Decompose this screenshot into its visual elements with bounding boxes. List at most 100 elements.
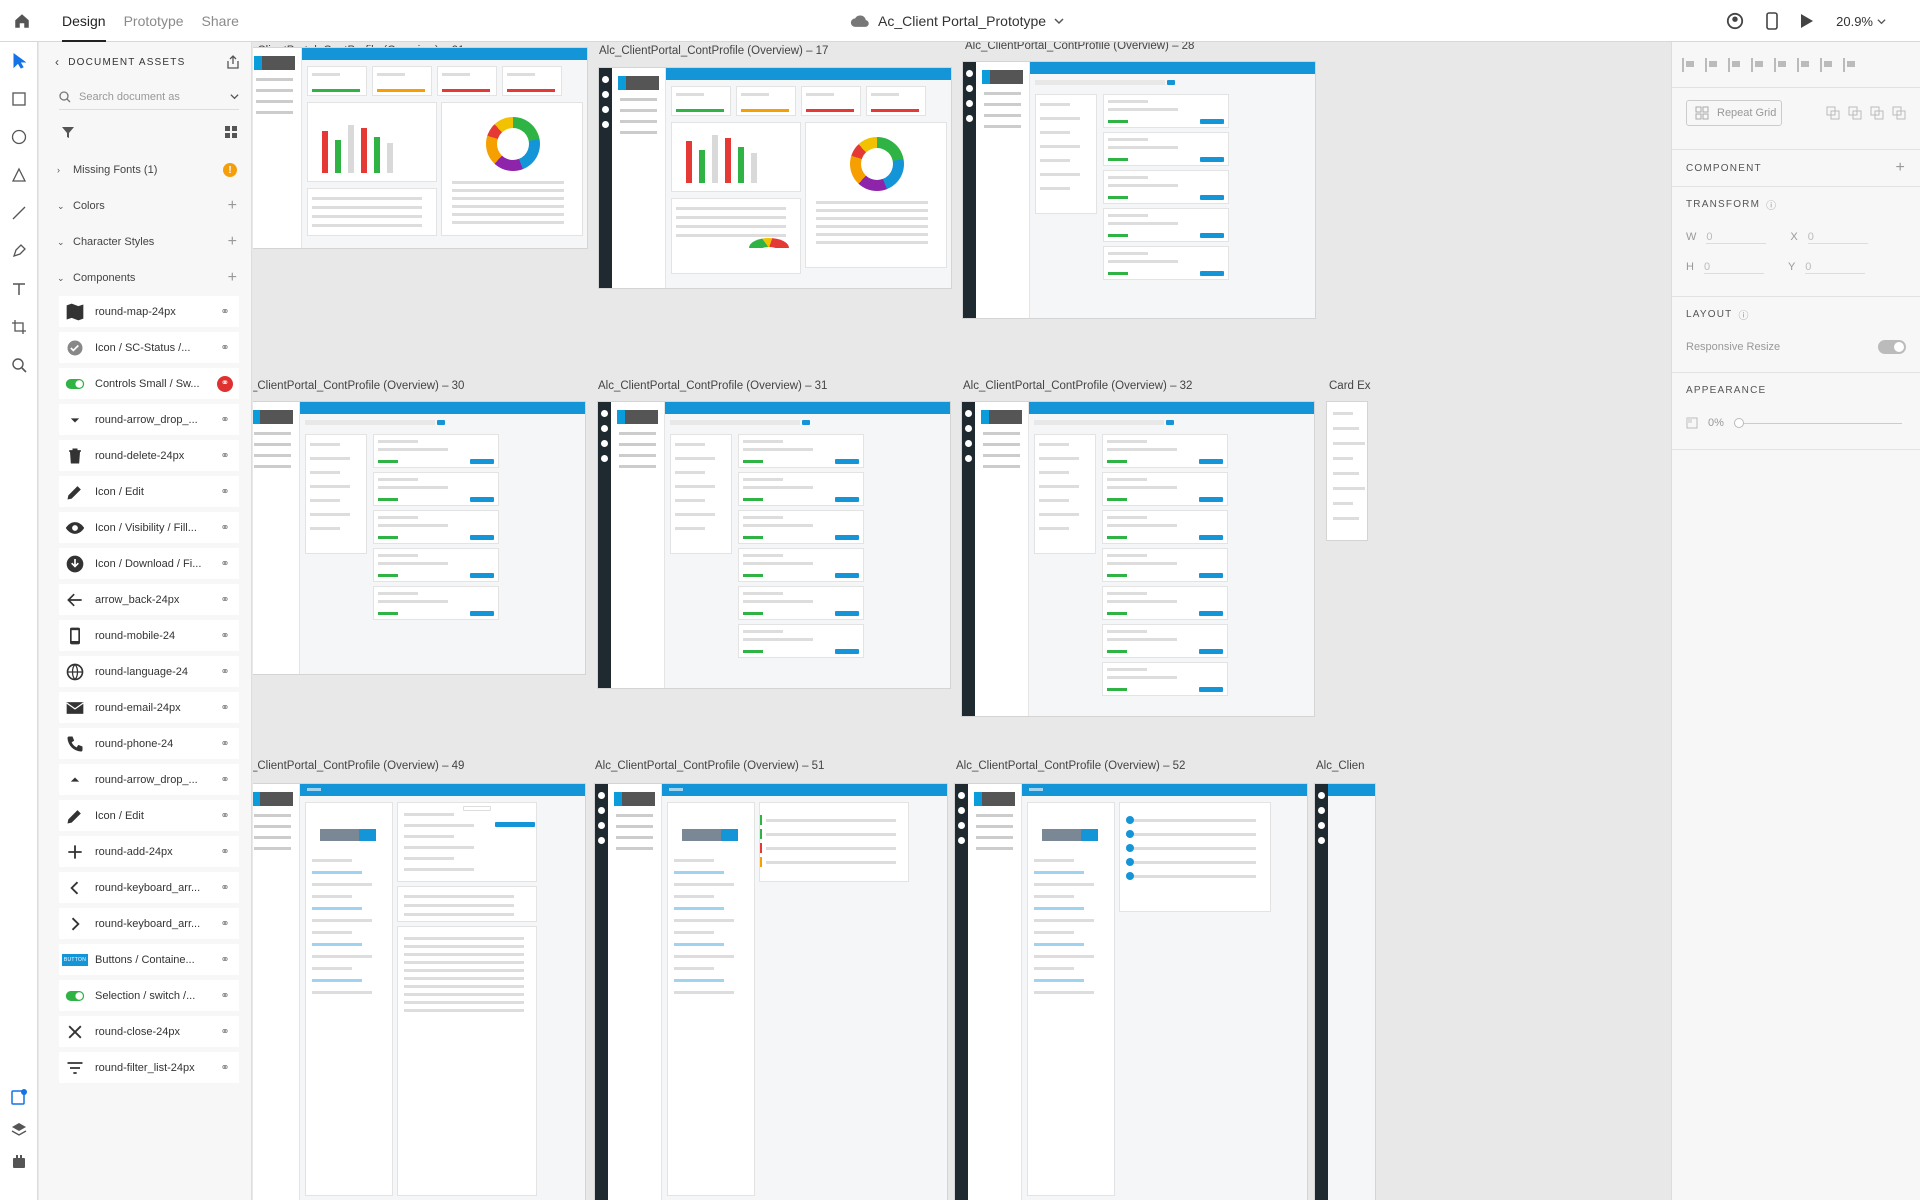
distribute-horizontal-icon[interactable] bbox=[1843, 57, 1857, 72]
add-component-icon[interactable]: + bbox=[227, 269, 237, 286]
add-character-style-icon[interactable]: + bbox=[227, 233, 237, 250]
ellipse-tool[interactable] bbox=[0, 118, 38, 156]
layers-panel-toggle[interactable] bbox=[0, 1110, 38, 1148]
link-icon[interactable]: ⚭ bbox=[220, 486, 230, 498]
link-icon[interactable]: ⚭ bbox=[220, 1062, 230, 1074]
artboard-label[interactable]: Alc_ClientPortal_ContProfile (Overview) … bbox=[965, 42, 1195, 52]
share-icon[interactable] bbox=[225, 54, 241, 70]
user-account-icon[interactable] bbox=[1726, 12, 1744, 30]
artboard[interactable] bbox=[963, 62, 1315, 318]
home-button[interactable] bbox=[0, 0, 44, 42]
line-tool[interactable] bbox=[0, 194, 38, 232]
component-item[interactable]: Selection / switch /... ⚭ bbox=[59, 980, 239, 1016]
link-icon[interactable]: ⚭ bbox=[220, 918, 230, 930]
artboard[interactable] bbox=[599, 68, 951, 288]
artboard-label[interactable]: Alc_ClientPortal_ContProfile (Overview) … bbox=[599, 45, 829, 57]
link-icon[interactable]: ⚭ bbox=[220, 882, 230, 894]
responsive-resize-toggle[interactable] bbox=[1878, 340, 1906, 354]
component-item[interactable]: round-email-24px ⚭ bbox=[59, 692, 239, 728]
link-icon[interactable]: ⚭ bbox=[220, 594, 230, 606]
artboard[interactable] bbox=[962, 402, 1314, 716]
plugins-panel-toggle[interactable] bbox=[0, 1142, 38, 1180]
component-item[interactable]: round-filter_list-24px ⚭ bbox=[59, 1052, 239, 1088]
artboard[interactable] bbox=[253, 784, 585, 1200]
device-preview-icon[interactable] bbox=[1766, 12, 1778, 30]
link-icon[interactable]: ⚭ bbox=[220, 846, 230, 858]
repeat-grid-button[interactable]: Repeat Grid bbox=[1686, 100, 1782, 126]
align-left-icon[interactable] bbox=[1774, 57, 1788, 72]
text-tool[interactable] bbox=[0, 270, 38, 308]
link-icon[interactable]: ⚭ bbox=[220, 342, 230, 354]
component-item[interactable]: round-add-24px ⚭ bbox=[59, 836, 239, 872]
artboard[interactable] bbox=[1315, 784, 1375, 1200]
component-item[interactable]: round-phone-24 ⚭ bbox=[59, 728, 239, 764]
tab-design[interactable]: Design bbox=[62, 0, 106, 42]
x-input[interactable]: 0 bbox=[1807, 231, 1868, 244]
component-item[interactable]: Icon / Edit ⚭ bbox=[59, 800, 239, 836]
link-icon[interactable]: ⚭ bbox=[220, 306, 230, 318]
component-item[interactable]: Icon / Edit ⚭ bbox=[59, 476, 239, 512]
link-icon[interactable]: ⚭ bbox=[220, 1026, 230, 1038]
link-icon[interactable]: ⚭ bbox=[220, 702, 230, 714]
link-icon[interactable]: ⚭ bbox=[220, 774, 230, 786]
artboard-label[interactable]: Alc_ClientPortal_ContProfile (Overview) … bbox=[598, 380, 828, 392]
align-middle-icon[interactable] bbox=[1705, 57, 1719, 72]
tab-share[interactable]: Share bbox=[201, 12, 239, 29]
add-component-icon[interactable]: + bbox=[1895, 159, 1906, 176]
boolean-subtract-icon[interactable] bbox=[1848, 106, 1862, 120]
boolean-exclude-icon[interactable] bbox=[1892, 106, 1906, 120]
artboard[interactable] bbox=[955, 784, 1307, 1200]
component-item[interactable]: round-arrow_drop_... ⚭ bbox=[59, 404, 239, 440]
distribute-vertical-icon[interactable] bbox=[1751, 57, 1765, 72]
component-item[interactable]: round-language-24 ⚭ bbox=[59, 656, 239, 692]
pen-tool[interactable] bbox=[0, 232, 38, 270]
link-icon[interactable]: ⚭ bbox=[220, 990, 230, 1002]
artboard-label[interactable]: Alc_ClientPortal_ContProfile (Overview) … bbox=[253, 380, 465, 392]
artboard-label[interactable]: Card Ex bbox=[1329, 380, 1371, 392]
boolean-add-icon[interactable] bbox=[1826, 106, 1840, 120]
link-icon[interactable]: ⚭ bbox=[220, 954, 230, 966]
link-icon[interactable]: ⚭ bbox=[220, 630, 230, 642]
character-styles-section[interactable]: ⌄ Character Styles + bbox=[39, 224, 251, 260]
component-item[interactable]: Icon / SC-Status /... ⚭ bbox=[59, 332, 239, 368]
component-item[interactable]: Controls Small / Sw... ⚭ bbox=[59, 368, 239, 404]
component-item[interactable]: round-map-24px ⚭ bbox=[59, 296, 239, 332]
y-input[interactable]: 0 bbox=[1805, 261, 1866, 274]
link-icon[interactable]: ⚭ bbox=[220, 450, 230, 462]
search-assets[interactable]: Search document as bbox=[59, 84, 239, 110]
component-item[interactable]: round-close-24px ⚭ bbox=[59, 1016, 239, 1052]
width-input[interactable]: 0 bbox=[1706, 231, 1767, 244]
component-item[interactable]: round-keyboard_arr... ⚭ bbox=[59, 908, 239, 944]
grid-view-icon[interactable] bbox=[225, 126, 237, 138]
opacity-slider[interactable] bbox=[1733, 417, 1902, 428]
artboard-label[interactable]: Alc_ClientPortal_ContProfile (Overview) … bbox=[956, 760, 1186, 772]
design-canvas[interactable]: Alc_ClientPortal_ContProfile (Overview) … bbox=[253, 42, 1670, 1200]
artboard[interactable] bbox=[595, 784, 947, 1200]
components-section[interactable]: ⌄ Components + bbox=[39, 260, 251, 296]
height-input[interactable]: 0 bbox=[1703, 261, 1764, 274]
artboard[interactable] bbox=[253, 402, 585, 674]
chevron-left-icon[interactable]: ‹ bbox=[55, 55, 61, 69]
opacity-value[interactable]: 0% bbox=[1708, 417, 1724, 429]
link-icon[interactable]: ⚭ bbox=[220, 738, 230, 750]
select-tool[interactable] bbox=[0, 42, 38, 80]
link-icon[interactable]: ⚭ bbox=[220, 558, 230, 570]
boolean-intersect-icon[interactable] bbox=[1870, 106, 1884, 120]
filter-icon[interactable] bbox=[61, 125, 75, 139]
opacity-slider-handle[interactable] bbox=[1733, 417, 1744, 428]
zoom-dropdown[interactable]: 20.9% bbox=[1836, 14, 1886, 29]
component-item[interactable]: round-arrow_drop_... ⚭ bbox=[59, 764, 239, 800]
missing-fonts-section[interactable]: › Missing Fonts (1) ! bbox=[39, 152, 251, 188]
component-item[interactable]: Icon / Download / Fi... ⚭ bbox=[59, 548, 239, 584]
assets-panel-toggle[interactable] bbox=[0, 1078, 38, 1116]
align-top-icon[interactable] bbox=[1682, 57, 1696, 72]
artboard-label[interactable]: Alc_ClientPortal_ContProfile (Overview) … bbox=[595, 760, 825, 772]
component-item[interactable]: arrow_back-24px ⚭ bbox=[59, 584, 239, 620]
align-bottom-icon[interactable] bbox=[1728, 57, 1742, 72]
play-preview-icon[interactable] bbox=[1800, 13, 1814, 29]
link-icon[interactable]: ⚭ bbox=[220, 414, 230, 426]
component-item[interactable]: round-mobile-24 ⚭ bbox=[59, 620, 239, 656]
component-item[interactable]: round-delete-24px ⚭ bbox=[59, 440, 239, 476]
add-color-icon[interactable]: + bbox=[227, 197, 237, 214]
artboard-label[interactable]: Alc_ClientPortal_ContProfile (Overview) … bbox=[253, 760, 465, 772]
